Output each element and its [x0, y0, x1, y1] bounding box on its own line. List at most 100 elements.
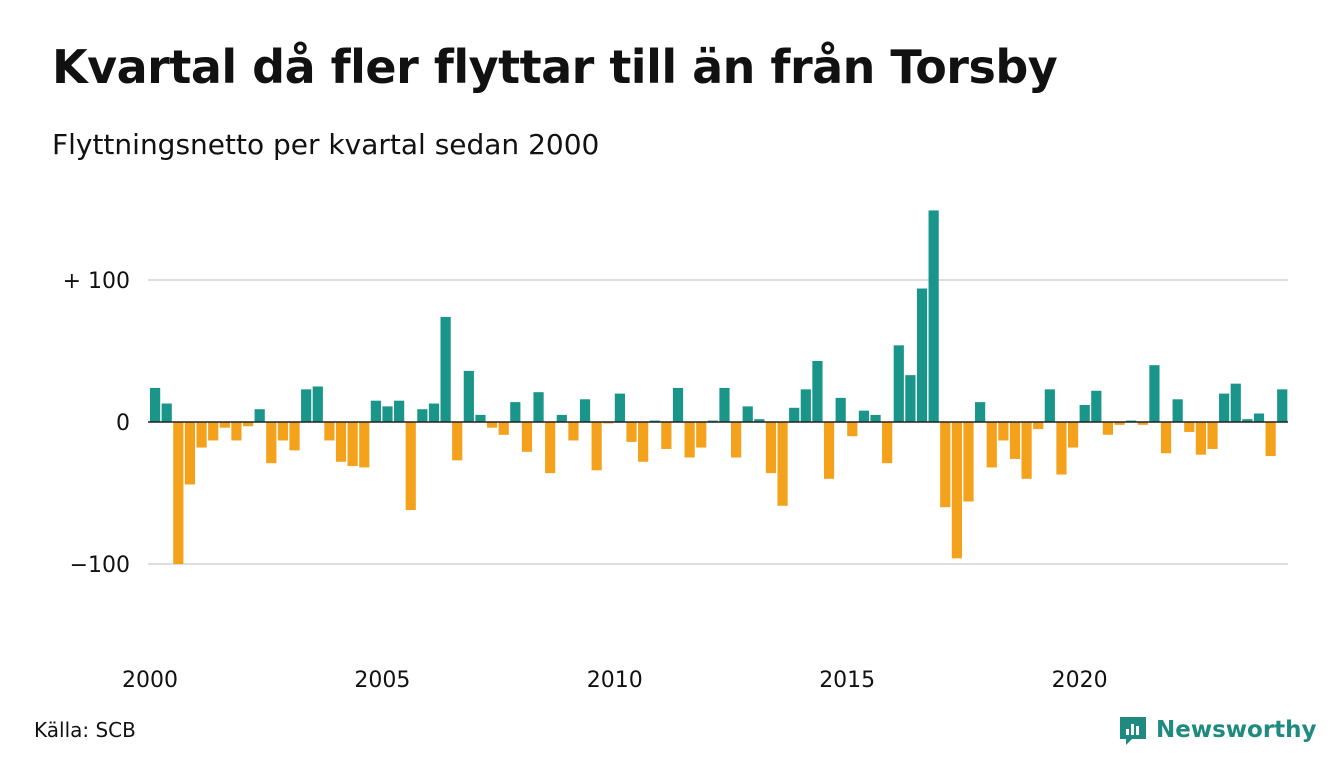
bar	[196, 422, 207, 448]
bar	[254, 409, 265, 422]
bar	[231, 422, 242, 441]
bar	[440, 316, 451, 422]
bar	[638, 422, 649, 462]
x-tick-label: 2015	[819, 668, 875, 693]
bar	[835, 397, 846, 422]
bar	[359, 422, 370, 468]
bar	[998, 422, 1009, 441]
bar	[1067, 422, 1079, 448]
bar-chart: + 100 0 −100 2000 2005 2010 2015 2020	[63, 210, 1288, 693]
y-tick-label: 0	[116, 411, 130, 436]
chart-subtitle: Flyttningsnetto per kvartal sedan 2000	[52, 128, 600, 161]
x-tick-label: 2000	[122, 668, 178, 693]
bar	[684, 422, 695, 458]
brand-logo: Newsworthy	[1118, 714, 1317, 746]
bar	[1230, 383, 1241, 422]
bar	[963, 422, 974, 502]
bar	[579, 399, 591, 422]
bar	[475, 414, 486, 422]
bar	[1265, 422, 1276, 457]
bar	[1091, 390, 1102, 422]
bar	[1207, 422, 1218, 449]
bar	[324, 422, 335, 441]
bar	[452, 422, 463, 461]
bar	[428, 403, 440, 422]
bar	[521, 422, 533, 452]
bar	[1021, 422, 1032, 479]
bar	[1033, 422, 1044, 430]
bar	[614, 393, 625, 422]
bar	[893, 345, 904, 422]
chart-title: Kvartal då fler flyttar till än från Tor…	[52, 40, 1058, 94]
bar	[545, 422, 556, 474]
bar	[1056, 422, 1067, 475]
bar	[1044, 389, 1055, 422]
bar	[1253, 413, 1265, 422]
bar	[661, 422, 672, 449]
bar	[568, 422, 579, 441]
bar	[847, 422, 858, 437]
bar	[765, 422, 777, 474]
bar	[591, 422, 602, 471]
bar	[672, 387, 684, 422]
bar	[789, 407, 800, 422]
bar	[533, 392, 544, 422]
bar	[382, 406, 393, 422]
x-tick-label: 2005	[354, 668, 410, 693]
bar	[289, 422, 300, 451]
bar	[1009, 422, 1021, 459]
bar	[370, 400, 381, 422]
bar	[1172, 399, 1183, 422]
bar	[928, 210, 939, 422]
bar	[486, 422, 498, 428]
bar	[823, 422, 835, 479]
bar	[173, 422, 184, 564]
bar	[951, 422, 962, 559]
bar	[777, 422, 788, 506]
bar	[150, 387, 161, 422]
bar	[312, 386, 323, 422]
bar	[219, 422, 230, 428]
bar	[266, 422, 277, 464]
bar	[242, 422, 254, 427]
bar	[405, 422, 416, 511]
bar	[1102, 422, 1114, 435]
bar	[1184, 422, 1195, 432]
bar	[1277, 389, 1288, 422]
bar	[905, 375, 916, 422]
bar	[556, 414, 567, 422]
bar	[731, 422, 742, 458]
bar	[301, 389, 312, 422]
bar	[975, 402, 986, 422]
y-tick-label: + 100	[63, 269, 130, 294]
bar	[510, 402, 521, 422]
x-tick-labels: 2000 2005 2010 2015 2020	[122, 668, 1108, 693]
bar	[916, 288, 928, 422]
bar	[1114, 422, 1125, 425]
bar	[1149, 365, 1160, 422]
bar	[1195, 422, 1206, 455]
bar	[800, 389, 811, 422]
bar	[870, 414, 881, 422]
bar	[208, 422, 219, 441]
bar	[1137, 422, 1148, 425]
bar	[161, 403, 172, 422]
source-note: Källa: SCB	[34, 718, 136, 742]
bar	[1160, 422, 1172, 454]
bar	[463, 370, 474, 422]
bar	[394, 400, 405, 422]
bar	[335, 422, 347, 462]
x-tick-label: 2010	[587, 668, 643, 693]
bar	[184, 422, 196, 485]
bar	[417, 409, 428, 422]
bar	[754, 419, 765, 422]
bar	[277, 422, 289, 441]
bar	[696, 422, 707, 448]
bar	[812, 360, 823, 422]
bar	[498, 422, 509, 435]
bar	[940, 422, 951, 508]
bar	[347, 422, 358, 467]
newsworthy-logo-icon	[1120, 717, 1146, 745]
bar	[882, 422, 893, 464]
bars	[150, 210, 1288, 564]
